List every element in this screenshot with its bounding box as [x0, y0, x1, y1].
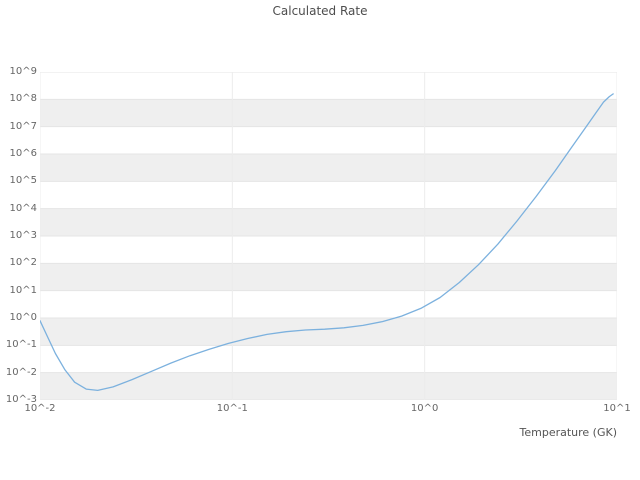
background-stripe	[40, 208, 617, 236]
y-tick-label: 10^5	[9, 175, 37, 187]
background-stripe	[40, 263, 617, 291]
y-tick-label: 10^6	[9, 148, 37, 159]
y-tick-label: 10^4	[9, 202, 37, 214]
y-tick-label: 10^-2	[5, 366, 37, 378]
plot-area	[40, 72, 617, 400]
x-tick-label: 10^1	[603, 403, 631, 414]
background-stripe	[40, 372, 617, 400]
series-calculated-rate	[40, 93, 614, 392]
chart-title: Calculated Rate	[272, 4, 368, 18]
y-tick-label: 10^9	[9, 66, 37, 77]
y-tick-label: 10^0	[9, 312, 37, 323]
background-stripe	[40, 154, 617, 182]
y-tick-label: 10^3	[9, 230, 37, 241]
y-tick-label: 10^2	[9, 257, 37, 269]
x-tick-label: 10^-2	[24, 403, 56, 414]
x-tick-label: 10^0	[410, 403, 439, 414]
y-tick-label: 10^8	[9, 93, 37, 105]
x-axis-label: Temperature (GK)	[519, 426, 618, 439]
background-stripe	[40, 99, 617, 127]
background-stripe	[40, 318, 617, 346]
y-tick-label: 10^7	[9, 120, 37, 132]
y-tick-label: 10^-3	[5, 394, 37, 405]
y-tick-label: 10^-1	[5, 339, 37, 351]
y-tick-label: 10^1	[9, 284, 37, 296]
plot-canvas	[40, 72, 617, 400]
x-tick-label: 10^-1	[216, 403, 248, 414]
